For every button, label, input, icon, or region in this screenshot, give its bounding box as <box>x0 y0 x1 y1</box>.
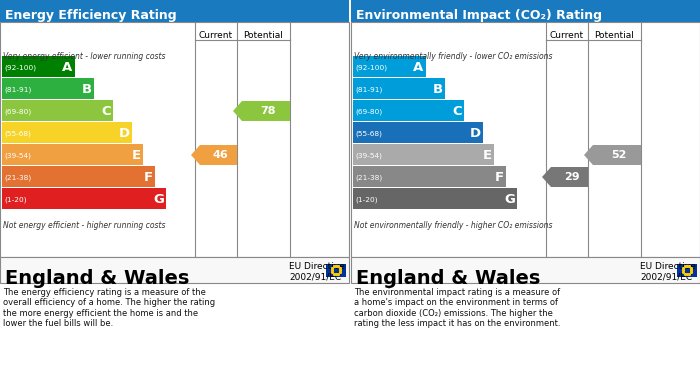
Text: B: B <box>82 83 92 96</box>
Text: Current: Current <box>550 32 584 41</box>
Bar <box>353 100 464 121</box>
Text: 52: 52 <box>611 150 626 160</box>
Bar <box>0 257 349 283</box>
Text: (39-54): (39-54) <box>355 152 382 159</box>
Text: A: A <box>413 61 424 74</box>
Polygon shape <box>191 145 237 165</box>
Text: England & Wales: England & Wales <box>5 269 190 287</box>
Bar <box>351 22 700 257</box>
Bar <box>2 56 75 77</box>
Text: Not environmentally friendly - higher CO₂ emissions: Not environmentally friendly - higher CO… <box>354 221 552 230</box>
Text: F: F <box>495 171 504 184</box>
Text: Not energy efficient - higher running costs: Not energy efficient - higher running co… <box>3 221 165 230</box>
Text: 78: 78 <box>260 106 276 116</box>
Text: (69-80): (69-80) <box>355 108 382 115</box>
Text: B: B <box>433 83 442 96</box>
Text: (55-68): (55-68) <box>355 130 382 137</box>
Text: 46: 46 <box>213 150 228 160</box>
Text: EU Directive
2002/91/EC: EU Directive 2002/91/EC <box>640 262 696 282</box>
Text: Very environmentally friendly - lower CO₂ emissions: Very environmentally friendly - lower CO… <box>354 52 552 61</box>
Text: (1-20): (1-20) <box>355 196 377 203</box>
Text: G: G <box>153 193 164 206</box>
Text: G: G <box>505 193 515 206</box>
Text: Energy Efficiency Rating: Energy Efficiency Rating <box>5 9 176 23</box>
Polygon shape <box>542 167 588 187</box>
Text: England & Wales: England & Wales <box>356 269 540 287</box>
Text: C: C <box>102 105 111 118</box>
Text: F: F <box>144 171 153 184</box>
Text: (21-38): (21-38) <box>4 174 32 181</box>
Bar <box>351 257 700 283</box>
Text: (1-20): (1-20) <box>4 196 27 203</box>
Bar <box>2 122 132 143</box>
Text: D: D <box>470 127 481 140</box>
Text: E: E <box>483 149 492 162</box>
Bar <box>353 144 494 165</box>
Bar <box>353 122 483 143</box>
Text: Current: Current <box>199 32 233 41</box>
Text: Potential: Potential <box>244 32 284 41</box>
Bar <box>2 166 155 187</box>
Text: A: A <box>62 61 73 74</box>
Bar <box>353 188 517 209</box>
Bar <box>0 0 349 22</box>
Text: (55-68): (55-68) <box>4 130 31 137</box>
Text: (69-80): (69-80) <box>4 108 32 115</box>
Bar <box>677 264 697 276</box>
Text: EU Directive
2002/91/EC: EU Directive 2002/91/EC <box>289 262 345 282</box>
Bar <box>326 264 346 276</box>
Bar <box>353 78 444 99</box>
Polygon shape <box>233 101 290 121</box>
Text: Potential: Potential <box>594 32 634 41</box>
Text: (81-91): (81-91) <box>355 86 382 93</box>
Bar <box>353 56 426 77</box>
Text: C: C <box>452 105 462 118</box>
Text: Very energy efficient - lower running costs: Very energy efficient - lower running co… <box>3 52 165 61</box>
Text: (21-38): (21-38) <box>355 174 382 181</box>
Text: E: E <box>132 149 141 162</box>
Text: 29: 29 <box>564 172 580 182</box>
Text: D: D <box>119 127 130 140</box>
Text: (92-100): (92-100) <box>4 64 36 71</box>
Bar <box>353 166 506 187</box>
Text: (39-54): (39-54) <box>4 152 31 159</box>
Bar <box>2 144 143 165</box>
Text: The energy efficiency rating is a measure of the
overall efficiency of a home. T: The energy efficiency rating is a measur… <box>3 288 215 328</box>
Text: (92-100): (92-100) <box>355 64 387 71</box>
Bar <box>351 0 700 22</box>
Bar <box>2 78 94 99</box>
Bar <box>2 100 113 121</box>
Text: Environmental Impact (CO₂) Rating: Environmental Impact (CO₂) Rating <box>356 9 602 23</box>
Bar <box>2 188 167 209</box>
Bar <box>0 22 349 257</box>
Text: The environmental impact rating is a measure of
a home's impact on the environme: The environmental impact rating is a mea… <box>354 288 561 328</box>
Text: (81-91): (81-91) <box>4 86 32 93</box>
Polygon shape <box>584 145 641 165</box>
